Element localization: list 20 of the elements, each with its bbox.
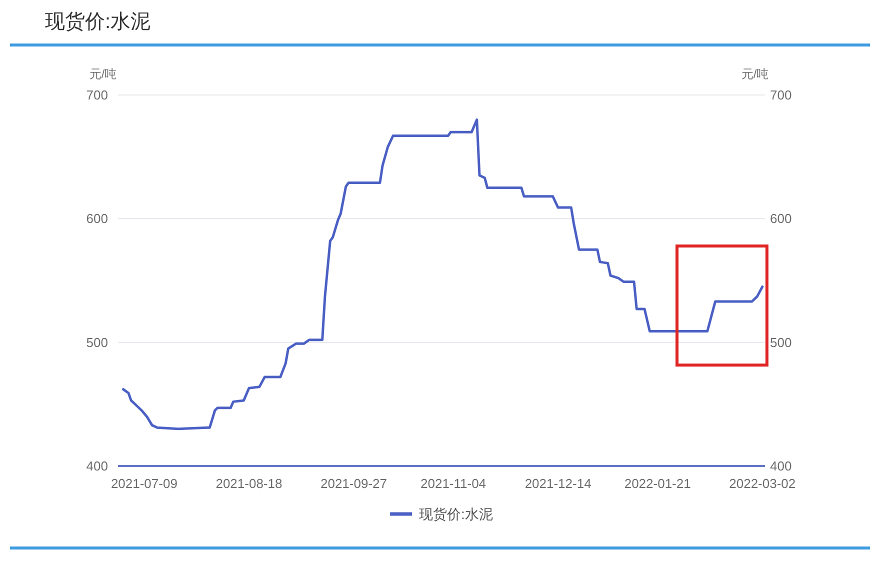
legend-label: 现货价:水泥: [419, 506, 493, 522]
chart-title: 现货价:水泥: [45, 11, 151, 33]
x-tick-label: 2021-09-27: [320, 476, 387, 491]
y2-tick-label: 600: [770, 211, 792, 226]
x-tick-label: 2022-01-21: [624, 476, 691, 491]
y-tick-label: 600: [86, 211, 108, 226]
y2-tick-label: 400: [770, 458, 792, 474]
x-tick-label: 2021-08-18: [216, 476, 282, 491]
x-tick-label: 2022-03-02: [729, 476, 796, 491]
y2-axis-title: 元/吨: [741, 67, 769, 81]
y-axis-title: 元/吨: [89, 67, 117, 81]
y-tick-label: 400: [86, 458, 108, 474]
y-tick-label: 500: [86, 334, 108, 350]
line-series: [122, 118, 764, 430]
x-tick-label: 2021-11-04: [420, 476, 486, 491]
y-tick-label: 700: [86, 88, 108, 102]
y2-tick-label: 700: [770, 88, 792, 102]
x-tick-label: 2021-07-09: [110, 476, 178, 491]
x-tick-label: 2021-12-14: [524, 476, 592, 491]
y2-tick-label: 500: [770, 334, 792, 350]
